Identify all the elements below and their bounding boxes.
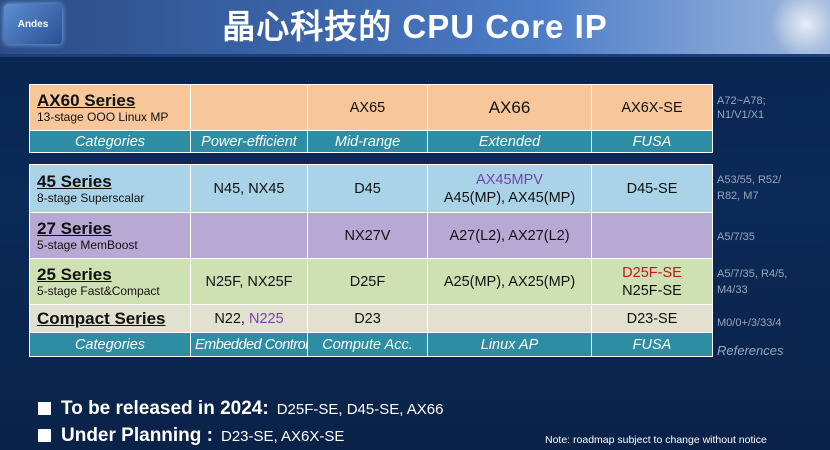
top-categories-row: Categories Power-efficient Mid-range Ext… (29, 130, 713, 153)
bullet-heading: Under Planning : (61, 425, 213, 446)
series-25-cell: 25 Series 5-stage Fast&Compact (29, 258, 191, 305)
ref-27: A5/7/35 (717, 231, 755, 243)
ax60-table: AX60 Series 13-stage OOO Linux MP AX65 A… (29, 84, 713, 153)
series-table: 45 Series 8-stage Superscalar N45, NX45 … (29, 164, 713, 357)
bullet-text: D23-SE, AX6X-SE (221, 428, 345, 445)
bullet-release-2024: To be released in 2024: D25F-SE, D45-SE,… (38, 398, 443, 420)
bullet-text: D25F-SE, D45-SE, AX66 (276, 401, 444, 418)
ax60-reference: A72~A78; N1/V1/X1 (717, 95, 766, 121)
ref-45: A53/55, R52/ R82, M7 (717, 174, 782, 202)
references-label: References (717, 343, 784, 358)
series-name: 27 Series (37, 219, 112, 238)
category-embedded-control: Embedded Control (190, 332, 308, 357)
cell-45-linux: AX45MPV A45(MP), AX45(MP) (427, 164, 592, 213)
slide-title: 晶心科技的 CPU Core IP (222, 8, 608, 45)
roadmap-note: Note: roadmap subject to change without … (545, 434, 767, 446)
row-27-series: 27 Series 5-stage MemBoost NX27V A27(L2)… (29, 212, 713, 259)
bottom-categories-row: Categories Embedded Control Compute Acc.… (29, 332, 713, 357)
bullet-square-icon (38, 402, 51, 415)
cell-45-linux-bottom: A45(MP), AX45(MP) (443, 189, 576, 206)
robot-graphic (770, 0, 830, 54)
series-compact-cell: Compact Series (29, 304, 191, 333)
logo-text: Andes (17, 18, 49, 30)
series-45-cell: 45 Series 8-stage Superscalar (29, 164, 191, 213)
cell-27-fusa (591, 212, 713, 259)
ref-25: A5/7/35, R4/5, M4/33 (717, 268, 788, 296)
ax60-series-cell: AX60 Series 13-stage OOO Linux MP (29, 84, 191, 131)
row-25-series: 25 Series 5-stage Fast&Compact N25F, NX2… (29, 258, 713, 305)
company-logo: Andes (4, 4, 62, 44)
category-label: Categories (29, 332, 191, 357)
cell-45-fusa: D45-SE (591, 164, 713, 213)
series-27-cell: 27 Series 5-stage MemBoost (29, 212, 191, 259)
bullet-under-planning: Under Planning : D23-SE, AX6X-SE (38, 425, 344, 447)
series-subtitle: 5-stage Fast&Compact (37, 284, 160, 298)
series-name: AX60 Series (37, 91, 136, 110)
cell-25-fusa: D25F-SE N25F-SE (591, 258, 713, 305)
cell-27-compute: NX27V (307, 212, 428, 259)
category-power-efficient: Power-efficient (190, 130, 308, 153)
series-subtitle: 5-stage MemBoost (37, 238, 138, 252)
ax60-extended-cell: AX66 (427, 84, 592, 131)
cell-25-linux: A25(MP), AX25(MP) (427, 258, 592, 305)
title-banner (0, 0, 830, 54)
bullet-heading: To be released in 2024: (61, 398, 269, 419)
cell-compact-embedded: N22, N225 (190, 304, 308, 333)
series-name: 45 Series (37, 172, 112, 191)
cell-compact-compute: D23 (307, 304, 428, 333)
category-compute-acc: Compute Acc. (307, 332, 428, 357)
cell-45-compute: D45 (307, 164, 428, 213)
series-subtitle: 13-stage OOO Linux MP (37, 110, 169, 124)
ax60-power-cell (190, 84, 308, 131)
ref-compact: M0/0+/3/33/4 (717, 317, 782, 329)
category-fusa: FUSA (591, 130, 713, 153)
ax60-mid-cell: AX65 (307, 84, 428, 131)
series-name: Compact Series (37, 309, 166, 328)
category-extended: Extended (427, 130, 592, 153)
cell-compact-fusa: D23-SE (591, 304, 713, 333)
ax60-fusa-cell: AX6X-SE (591, 84, 713, 131)
cell-27-linux: A27(L2), AX27(L2) (427, 212, 592, 259)
cell-45-linux-top: AX45MPV (476, 171, 543, 188)
series-subtitle: 8-stage Superscalar (37, 191, 145, 205)
row-compact-series: Compact Series N22, N225 D23 D23-SE (29, 304, 713, 333)
category-mid-range: Mid-range (307, 130, 428, 153)
ax60-row: AX60 Series 13-stage OOO Linux MP AX65 A… (29, 84, 713, 131)
cell-25-fusa-top: D25F-SE (622, 264, 682, 281)
cell-27-embedded (190, 212, 308, 259)
banner-divider (0, 54, 830, 57)
cell-25-compute: D25F (307, 258, 428, 305)
cell-compact-embedded-a: N22, (214, 310, 249, 327)
cell-compact-embedded-b: N225 (249, 310, 284, 327)
series-name: 25 Series (37, 265, 112, 284)
cell-25-embedded: N25F, NX25F (190, 258, 308, 305)
cell-compact-linux (427, 304, 592, 333)
bullet-square-icon (38, 429, 51, 442)
cell-45-embedded: N45, NX45 (190, 164, 308, 213)
category-linux-ap: Linux AP (427, 332, 592, 357)
cell-25-fusa-bottom: N25F-SE (622, 282, 682, 299)
category-fusa: FUSA (591, 332, 713, 357)
row-45-series: 45 Series 8-stage Superscalar N45, NX45 … (29, 164, 713, 213)
category-label: Categories (29, 130, 191, 153)
